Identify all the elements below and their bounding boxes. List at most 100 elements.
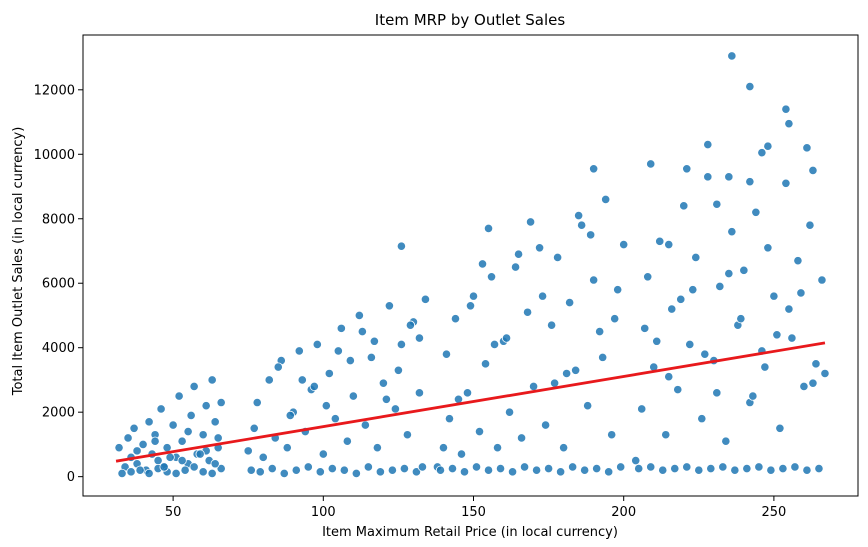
data-point (544, 463, 554, 474)
data-point (814, 463, 824, 474)
data-point (210, 459, 220, 469)
data-point (664, 239, 674, 250)
data-point (507, 467, 518, 477)
data-point (168, 420, 178, 430)
data-point (718, 462, 728, 472)
data-point (366, 352, 376, 362)
data-point (715, 281, 725, 292)
trend-line (115, 341, 826, 463)
data-point (640, 323, 650, 333)
data-point (303, 462, 313, 472)
data-point (321, 401, 331, 411)
data-point (540, 420, 551, 430)
y-tick-label: 4000 (42, 341, 75, 356)
data-point (817, 275, 827, 285)
data-point (216, 463, 226, 474)
data-point (417, 462, 428, 472)
data-point (339, 465, 349, 475)
chart-title: Item MRP by Outlet Sales (375, 11, 566, 29)
data-point (327, 463, 337, 474)
data-point (201, 401, 211, 411)
data-point (592, 463, 602, 474)
data-point (372, 443, 382, 453)
data-point (324, 368, 334, 379)
data-point (688, 285, 698, 295)
data-point (607, 430, 617, 440)
data-point (486, 272, 497, 282)
data-point (162, 443, 172, 453)
y-axis-label: Total Item Outlet Sales (in local curren… (11, 127, 26, 397)
data-point (471, 462, 482, 472)
data-point (456, 449, 467, 459)
data-point (480, 359, 491, 369)
data-point (568, 462, 578, 472)
data-point (571, 365, 581, 375)
data-point (610, 314, 620, 324)
data-point (655, 236, 665, 246)
data-point (703, 172, 713, 182)
data-point (751, 207, 761, 217)
data-point (351, 468, 361, 479)
data-point (279, 468, 289, 479)
data-point (159, 462, 169, 472)
data-point (354, 310, 364, 321)
data-point (727, 227, 737, 237)
data-point (459, 467, 470, 477)
data-point (495, 463, 506, 474)
data-point (357, 326, 367, 337)
y-tick-label: 0 (67, 470, 75, 485)
data-point (534, 243, 545, 253)
data-point (153, 455, 163, 466)
data-point (667, 304, 677, 314)
data-point (577, 220, 587, 230)
data-point (252, 397, 262, 408)
data-point (652, 336, 662, 346)
data-point (646, 462, 656, 472)
data-point (114, 443, 124, 453)
data-point (730, 465, 740, 475)
data-point (420, 294, 431, 304)
data-point (658, 465, 668, 475)
data-point (465, 301, 476, 311)
data-point (631, 455, 641, 466)
data-point (375, 467, 385, 477)
data-point (189, 381, 199, 391)
data-point (441, 349, 452, 359)
data-point (808, 378, 818, 388)
data-point (309, 381, 319, 391)
data-point (724, 172, 734, 182)
data-point (682, 462, 692, 472)
data-point (634, 463, 644, 474)
data-point (796, 288, 806, 298)
data-point (267, 463, 277, 474)
data-point (586, 230, 596, 240)
data-point (336, 323, 346, 333)
data-point (450, 314, 461, 324)
data-point (799, 381, 809, 391)
data-point (769, 291, 779, 301)
data-point (135, 465, 145, 475)
data-point (150, 436, 160, 446)
data-point (619, 239, 629, 250)
data-point (727, 51, 737, 61)
data-point (601, 194, 611, 205)
data-point (210, 417, 220, 427)
data-point (186, 410, 196, 421)
data-point (132, 446, 142, 456)
data-point (685, 339, 695, 350)
data-point (198, 430, 208, 440)
data-point (802, 143, 812, 153)
data-point (679, 201, 689, 211)
data-point (330, 414, 340, 424)
x-axis-ticks: 50 100 150 200 250 (165, 496, 786, 520)
y-tick-label: 12000 (34, 83, 75, 98)
data-point (438, 443, 449, 453)
data-point (258, 452, 268, 462)
data-point (414, 333, 425, 343)
data-point (525, 217, 536, 227)
data-point (598, 352, 608, 362)
data-point (444, 414, 455, 424)
data-point (712, 199, 722, 209)
data-point (291, 465, 301, 475)
